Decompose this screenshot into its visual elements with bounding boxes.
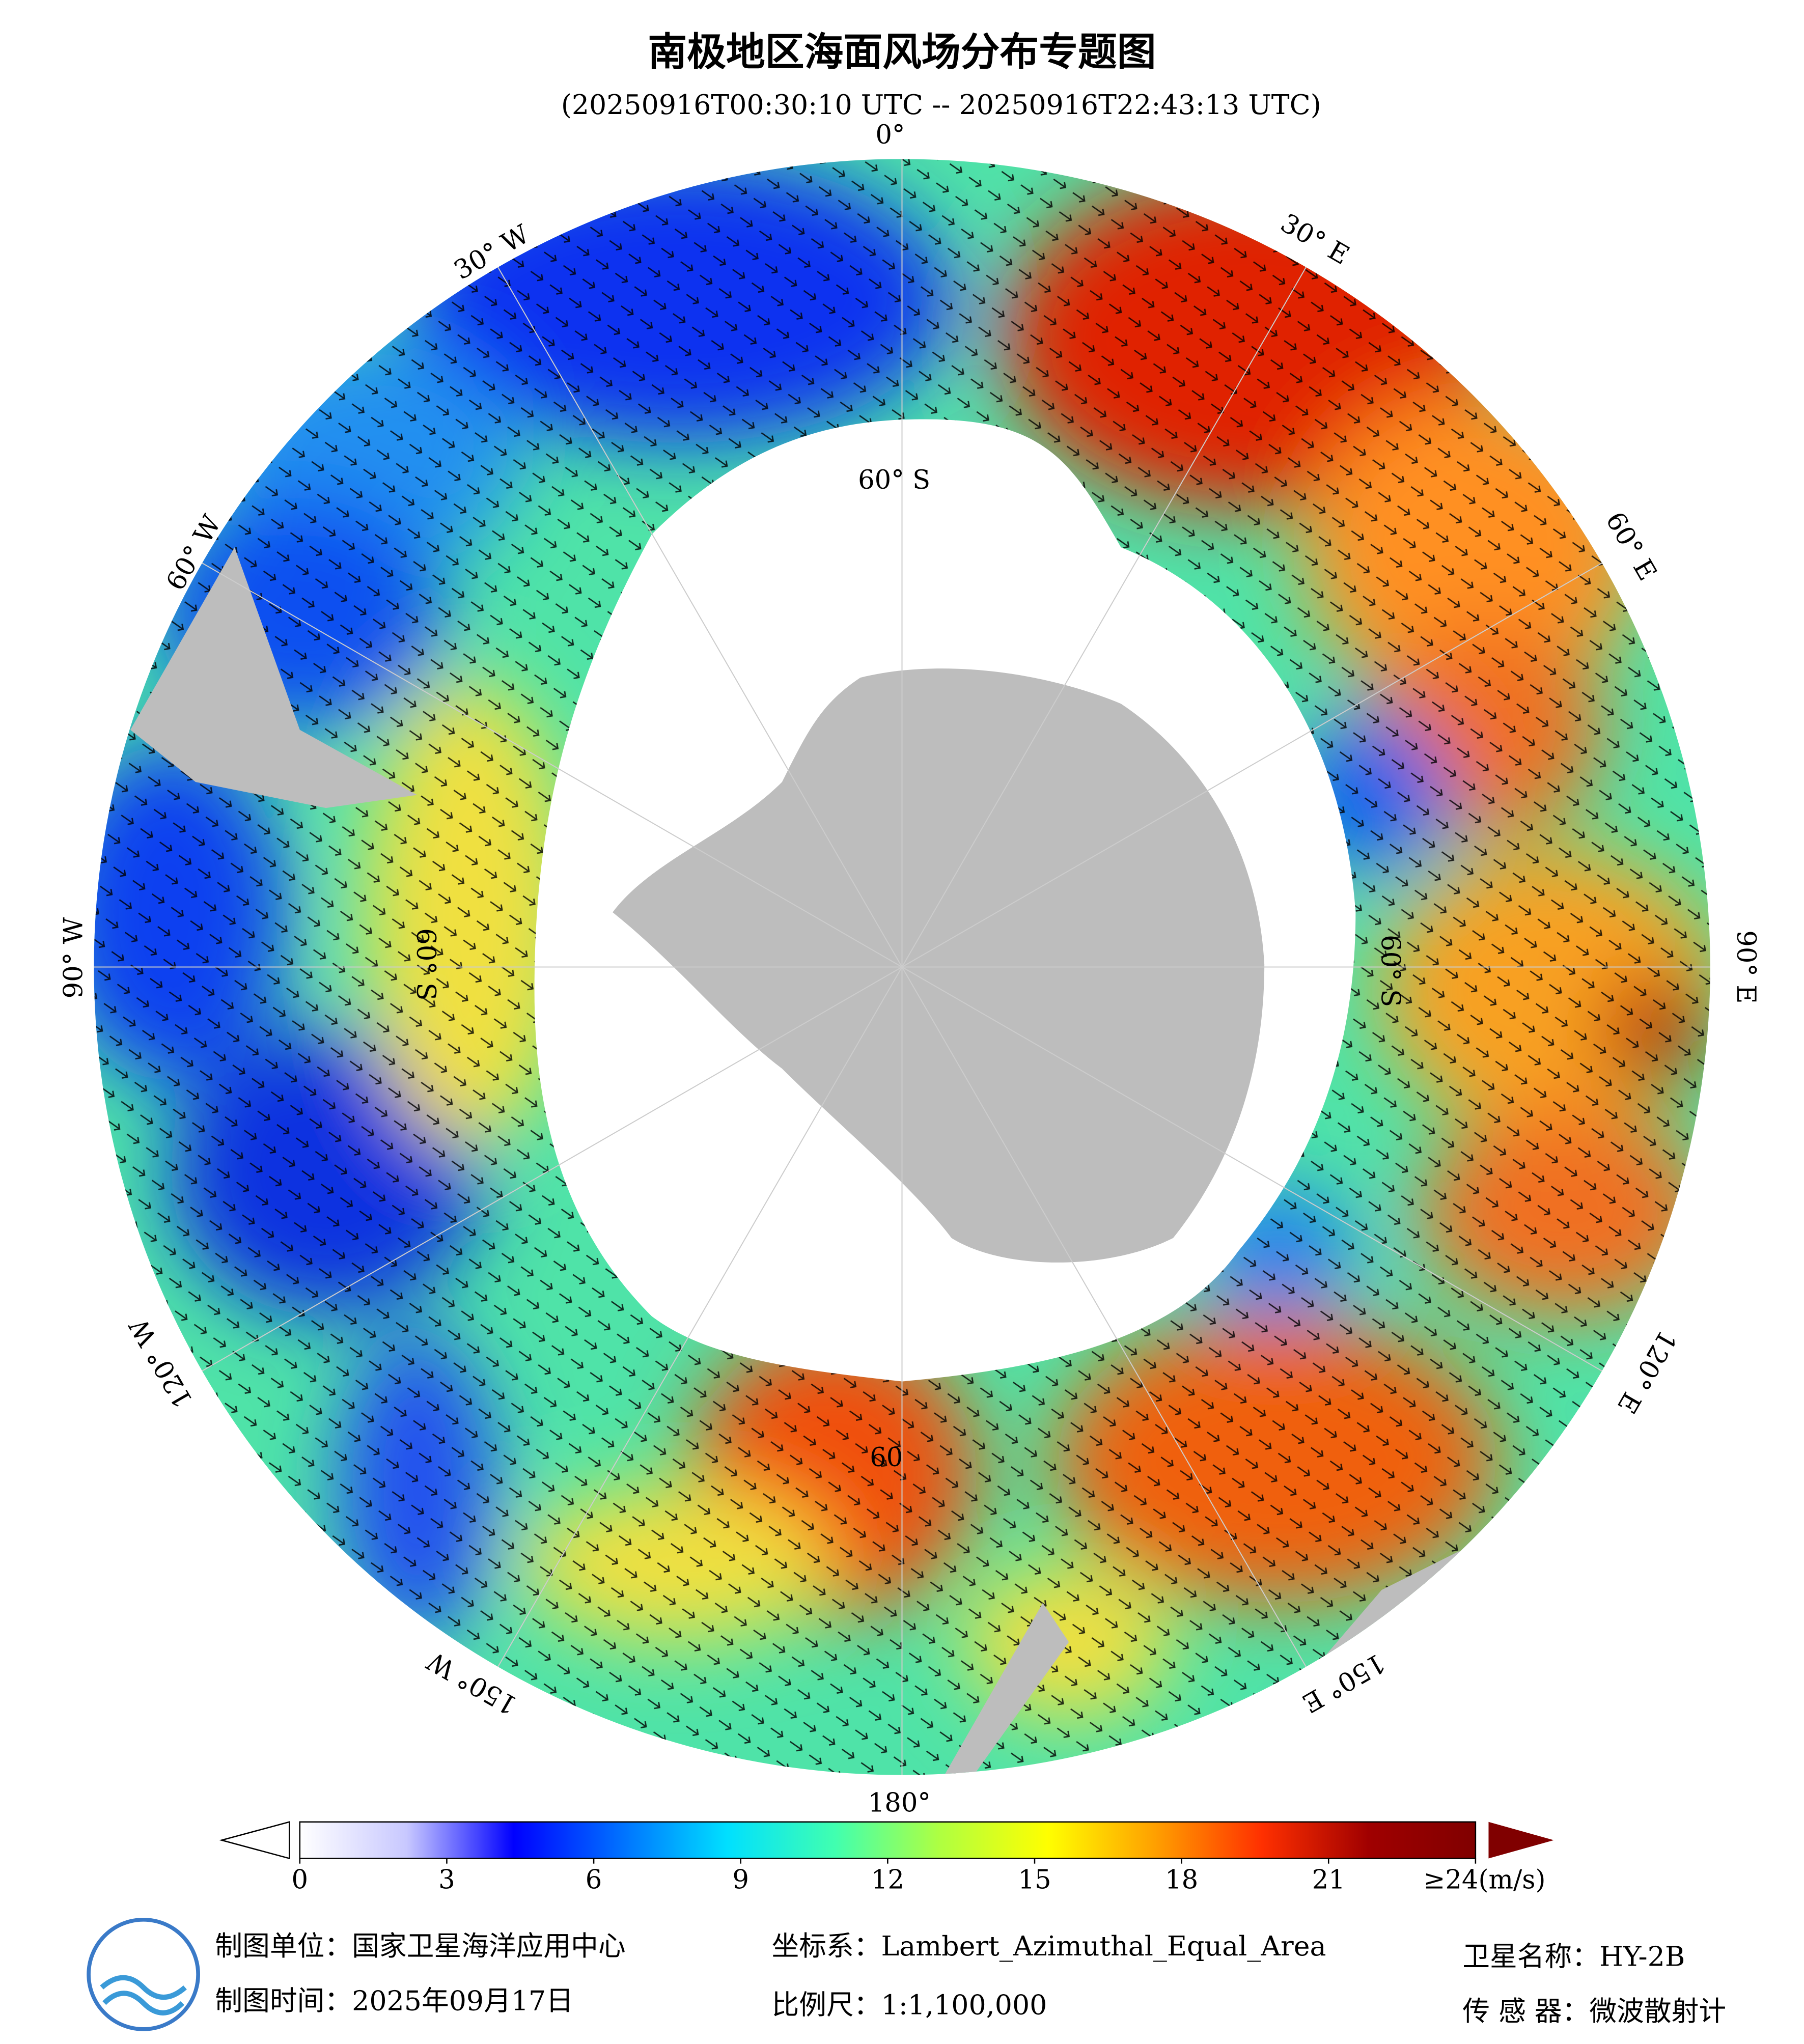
graticule xyxy=(94,159,1710,1775)
footer-date: 制图时间：2025年09月17日 xyxy=(215,1985,573,2017)
lat-label: 60° S xyxy=(1375,935,1405,1007)
footer-scale: 比例尺：1:1,100,000 xyxy=(772,1989,1047,2021)
antarctica xyxy=(613,668,1265,1263)
lon-label: 90° W xyxy=(59,917,89,998)
footer: 制图单位：国家卫星海洋应用中心 制图时间：2025年09月17日 坐标系：Lam… xyxy=(87,1917,1726,2031)
colorbar-tick-label: 12 xyxy=(871,1865,904,1895)
lon-label: 60° E xyxy=(1599,507,1662,586)
colorbar-tick-label: 0 xyxy=(292,1865,309,1895)
colorbar-high xyxy=(1488,1822,1554,1859)
lon-label: 120° E xyxy=(1611,1325,1682,1418)
lon-label: 0° xyxy=(875,120,905,150)
colorbar: 0 3 6 9 12 15 18 21 ≥24(m/s) xyxy=(219,1821,1554,1895)
colorbar-low xyxy=(219,1821,290,1860)
lat-label: 60° S xyxy=(858,465,930,495)
colorbar-tick-label: 15 xyxy=(1018,1865,1051,1895)
subtitle: (20250916T00:30:10 UTC -- 20250916T22:43… xyxy=(561,89,1321,121)
logo xyxy=(87,1917,200,2031)
footer-sensor: 传 感 器：微波散射计 xyxy=(1462,1995,1726,2027)
colorbar-tick-label: 21 xyxy=(1312,1865,1345,1895)
footer-unit: 制图单位：国家卫星海洋应用中心 xyxy=(215,1930,625,1962)
lat-label: 60° S xyxy=(410,928,441,1000)
lat-label: 60 xyxy=(870,1442,903,1473)
lon-label: 180° xyxy=(868,1788,931,1818)
lon-label: 90° E xyxy=(1731,930,1761,1003)
colorbar-tick-label: ≥24(m/s) xyxy=(1423,1865,1545,1895)
colorbar-tick-label: 6 xyxy=(586,1865,602,1895)
colorbar-tick-label: 18 xyxy=(1165,1865,1198,1895)
colorbar-tick-label: 3 xyxy=(438,1865,455,1895)
colorbar-body xyxy=(299,1821,1477,1859)
footer-crs: 坐标系：Lambert_Azimuthal_Equal_Area xyxy=(772,1930,1326,1962)
footer-satellite: 卫星名称：HY-2B xyxy=(1462,1941,1685,1973)
colorbar-tick-label: 9 xyxy=(732,1865,749,1895)
title: 南极地区海面风场分布专题图 xyxy=(648,30,1156,75)
